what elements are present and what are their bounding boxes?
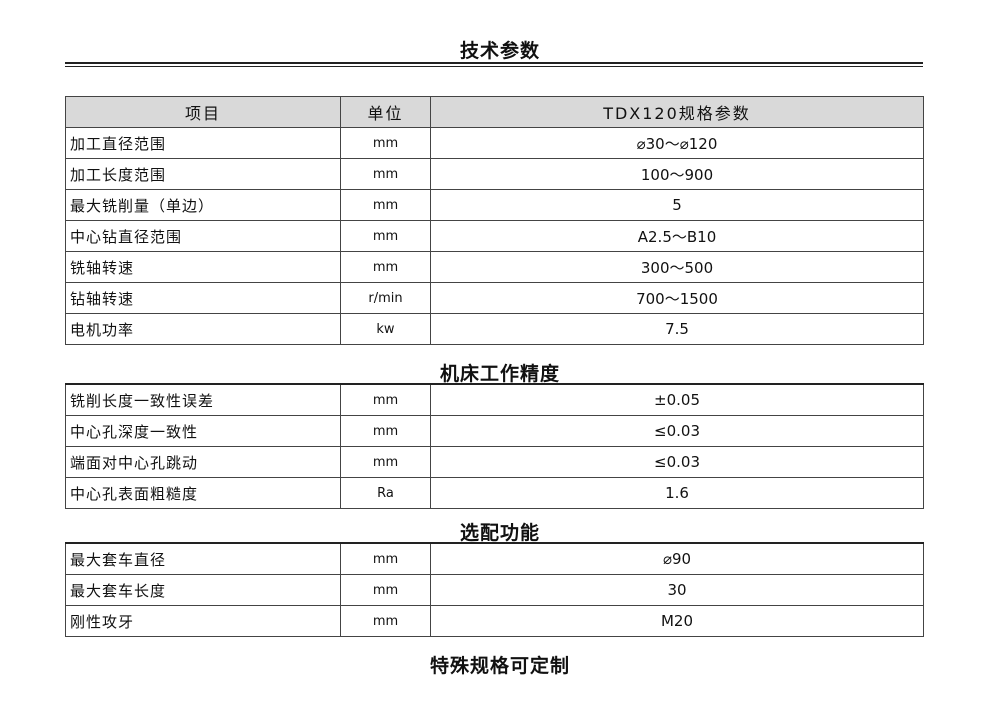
table-row: 中心孔深度一致性 mm ≤0.03 <box>65 415 924 447</box>
table-row: 最大铣削量（单边） mm 5 <box>65 189 924 221</box>
cell-value: A2.5～B10 <box>430 220 924 252</box>
cell-unit: mm <box>340 574 431 606</box>
header-unit: 单位 <box>340 96 431 128</box>
cell-item: 最大铣削量（单边） <box>65 189 341 221</box>
cell-item: 电机功率 <box>65 313 341 345</box>
page-title: 技术参数 <box>459 40 540 62</box>
cell-item: 加工直径范围 <box>65 127 341 159</box>
precision-title: 机床工作精度 <box>439 363 560 385</box>
cell-value: 7.5 <box>430 313 924 345</box>
cell-item: 端面对中心孔跳动 <box>65 446 341 478</box>
table-row: 铣轴转速 mm 300～500 <box>65 251 924 283</box>
cell-unit: mm <box>340 415 431 447</box>
table-row: 刚性攻牙 mm M20 <box>65 605 924 637</box>
options-title: 选配功能 <box>459 522 540 544</box>
title-divider <box>65 62 923 67</box>
cell-item: 中心孔表面粗糙度 <box>65 477 341 509</box>
precision-table: 铣削长度一致性误差 mm ±0.05 中心孔深度一致性 mm ≤0.03 端面对中心孔跳动 m… <box>65 383 924 509</box>
cell-unit: mm <box>340 220 431 252</box>
cell-value: ±0.05 <box>430 383 924 416</box>
table-row: 加工长度范围 mm 100～900 <box>65 158 924 190</box>
cell-value: 100～900 <box>430 158 924 190</box>
table-row: 中心孔表面粗糙度 Ra 1.6 <box>65 477 924 509</box>
cell-unit: mm <box>340 383 431 416</box>
cell-item: 加工长度范围 <box>65 158 341 190</box>
cell-value: 300～500 <box>430 251 924 283</box>
cell-unit: mm <box>340 446 431 478</box>
cell-item: 中心钻直径范围 <box>65 220 341 252</box>
table-row: 加工直径范围 mm ⌀30～⌀120 <box>65 127 924 159</box>
cell-value: 5 <box>430 189 924 221</box>
header-item: 项目 <box>65 96 341 128</box>
cell-unit: mm <box>340 605 431 637</box>
cell-unit: mm <box>340 542 431 575</box>
spec-table: 项目 单位 TDX120规格参数 加工直径范围 mm ⌀30～⌀120 加工长度范围 m… <box>65 96 924 345</box>
cell-item: 最大套车直径 <box>65 542 341 575</box>
cell-unit: kw <box>340 313 431 345</box>
table-row: 中心钻直径范围 mm A2.5～B10 <box>65 220 924 252</box>
cell-value: M20 <box>430 605 924 637</box>
cell-value: 700～1500 <box>430 282 924 314</box>
cell-value: ⌀90 <box>430 542 924 575</box>
cell-unit: r/min <box>340 282 431 314</box>
table-row: 最大套车直径 mm ⌀90 <box>65 542 924 575</box>
cell-item: 中心孔深度一致性 <box>65 415 341 447</box>
table-row: 钻轴转速 r/min 700～1500 <box>65 282 924 314</box>
table-row: 最大套车长度 mm 30 <box>65 574 924 606</box>
cell-unit: Ra <box>340 477 431 509</box>
table-row: 铣削长度一致性误差 mm ±0.05 <box>65 383 924 416</box>
table-row: 端面对中心孔跳动 mm ≤0.03 <box>65 446 924 478</box>
cell-item: 最大套车长度 <box>65 574 341 606</box>
cell-item: 铣削长度一致性误差 <box>65 383 341 416</box>
cell-unit: mm <box>340 127 431 159</box>
cell-unit: mm <box>340 189 431 221</box>
cell-unit: mm <box>340 251 431 283</box>
footer-note: 特殊规格可定制 <box>429 655 570 677</box>
options-table: 最大套车直径 mm ⌀90 最大套车长度 mm 30 刚性攻牙 mm M20 <box>65 542 924 637</box>
cell-value: ⌀30～⌀120 <box>430 127 924 159</box>
cell-value: 30 <box>430 574 924 606</box>
cell-item: 钻轴转速 <box>65 282 341 314</box>
table-header: 项目 单位 TDX120规格参数 <box>65 96 924 128</box>
table-row: 电机功率 kw 7.5 <box>65 313 924 345</box>
cell-value: ≤0.03 <box>430 415 924 447</box>
cell-value: ≤0.03 <box>430 446 924 478</box>
cell-value: 1.6 <box>430 477 924 509</box>
cell-unit: mm <box>340 158 431 190</box>
header-spec: TDX120规格参数 <box>430 96 924 128</box>
cell-item: 刚性攻牙 <box>65 605 341 637</box>
cell-item: 铣轴转速 <box>65 251 341 283</box>
